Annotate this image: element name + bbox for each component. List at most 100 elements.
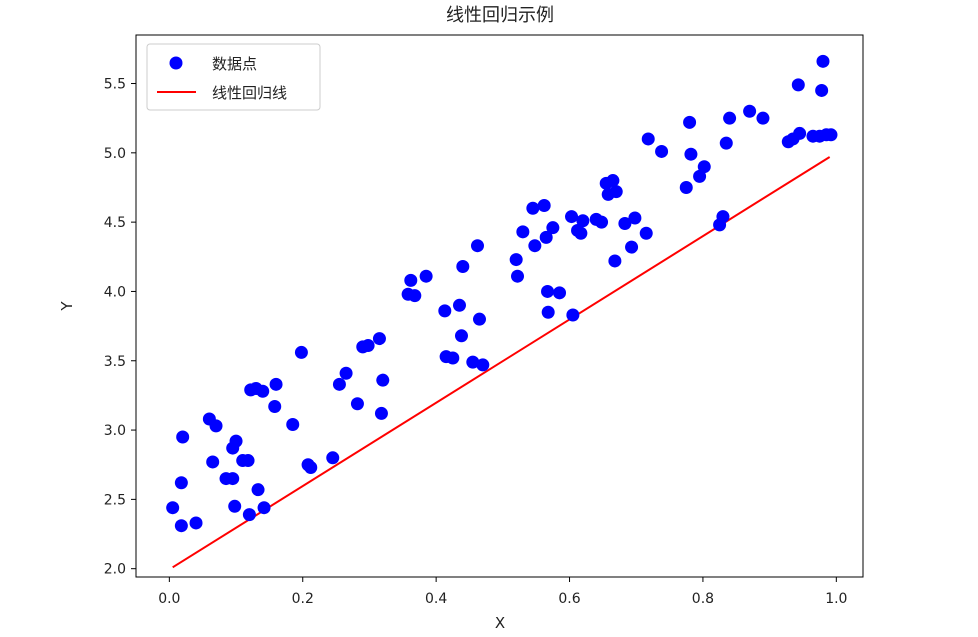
data-point — [476, 358, 490, 372]
x-tick-label: 0.6 — [558, 591, 580, 607]
legend: 数据点 线性回归线 — [146, 43, 321, 111]
y-axis-title: Y — [58, 301, 76, 312]
data-point — [608, 254, 622, 268]
data-point — [697, 160, 711, 174]
data-point — [723, 111, 737, 125]
data-point — [446, 351, 460, 365]
y-tick-label: 3.5 — [104, 354, 126, 370]
y-tick-label: 2.0 — [104, 562, 126, 578]
data-point — [655, 144, 669, 158]
data-point — [684, 147, 698, 161]
x-tick-label: 0.0 — [158, 591, 180, 607]
data-point — [256, 384, 270, 398]
data-point — [241, 454, 255, 468]
data-point — [609, 185, 623, 199]
data-point — [339, 366, 353, 380]
data-point — [576, 214, 590, 228]
data-point — [174, 476, 188, 490]
data-point — [639, 226, 653, 240]
data-point — [606, 174, 620, 188]
data-point — [824, 128, 838, 142]
data-point — [166, 501, 180, 515]
data-point — [679, 180, 693, 194]
data-point — [541, 284, 555, 298]
data-point — [374, 406, 388, 420]
data-point — [565, 210, 579, 224]
data-point — [269, 377, 283, 391]
data-point — [257, 501, 271, 515]
data-point — [470, 239, 484, 253]
data-point — [206, 455, 220, 469]
data-point — [350, 397, 364, 411]
data-point — [816, 54, 830, 68]
legend-box — [146, 43, 321, 111]
data-point — [566, 308, 580, 322]
data-point — [372, 332, 386, 346]
data-point — [466, 355, 480, 369]
x-axis-title: X — [495, 614, 505, 632]
chart-title: 线性回归示例 — [446, 5, 554, 26]
data-point — [326, 451, 340, 465]
x-tick-label: 1.0 — [825, 591, 847, 607]
data-point — [716, 210, 730, 224]
y-tick-label: 2.5 — [104, 492, 126, 508]
data-point — [408, 289, 422, 303]
data-point — [641, 132, 655, 146]
data-point — [509, 253, 523, 267]
y-tick-label: 4.5 — [104, 215, 126, 231]
data-point — [528, 239, 542, 253]
data-point — [683, 115, 697, 129]
data-point — [743, 104, 757, 118]
data-point — [228, 499, 242, 513]
data-point — [719, 136, 733, 150]
data-point — [286, 418, 300, 432]
x-tick-label: 0.8 — [692, 591, 714, 607]
legend-label-regression-line: 线性回归线 — [212, 84, 287, 102]
data-point — [251, 483, 265, 497]
data-point — [189, 516, 203, 530]
data-point — [546, 221, 560, 235]
data-point — [625, 240, 639, 254]
y-tick-label: 4.0 — [104, 284, 126, 300]
data-point — [693, 169, 707, 183]
data-point — [628, 211, 642, 225]
y-tick-label: 5.5 — [104, 77, 126, 93]
data-point — [791, 78, 805, 92]
y-tick-label: 3.0 — [104, 423, 126, 439]
data-point — [419, 269, 433, 283]
data-point — [456, 259, 470, 273]
regression-line-layer — [172, 156, 831, 569]
data-point — [176, 430, 190, 444]
data-point — [229, 434, 243, 448]
scatter-points-layer — [166, 54, 838, 533]
axis-ticks: 0.0 0.2 0.4 0.6 0.8 1.0 2.0 2.5 3.0 3.5 4.0 4.5 5.0 5… — [104, 77, 848, 607]
data-point — [618, 217, 632, 231]
data-point — [452, 298, 466, 312]
data-point — [332, 377, 346, 391]
data-point — [511, 269, 525, 283]
data-point — [361, 339, 375, 353]
x-tick-label: 0.2 — [292, 591, 314, 607]
data-point — [404, 273, 418, 287]
data-point — [376, 373, 390, 387]
x-tick-label: 0.4 — [425, 591, 447, 607]
data-point — [793, 126, 807, 140]
data-point — [553, 286, 567, 300]
data-point — [539, 230, 553, 244]
data-point — [268, 399, 282, 413]
data-point — [454, 329, 468, 343]
data-point — [526, 201, 540, 215]
data-point — [304, 460, 318, 474]
data-point — [595, 215, 609, 229]
data-point — [756, 111, 770, 125]
data-point — [174, 519, 188, 533]
data-point — [438, 304, 452, 318]
data-point — [815, 83, 829, 97]
data-point — [242, 508, 256, 522]
data-point — [472, 312, 486, 326]
legend-label-data-points: 数据点 — [212, 55, 257, 73]
data-point — [541, 305, 555, 319]
data-point — [537, 199, 551, 213]
data-point — [294, 345, 308, 359]
